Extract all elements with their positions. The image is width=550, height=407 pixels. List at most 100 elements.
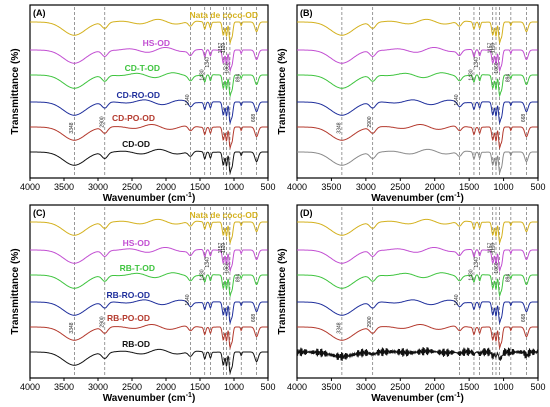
spectrum-line (297, 18, 538, 45)
peak-label: 894 (236, 74, 242, 83)
peak-label: 668 (521, 114, 527, 123)
series-label: RB-OD (122, 339, 150, 349)
peak-label: 1110 (221, 243, 227, 254)
peak-label: 1157 (487, 242, 493, 253)
peak-label: 1157 (487, 42, 493, 53)
plot-frame (296, 204, 539, 379)
x-tick-label: 4000 (20, 382, 40, 392)
series-label: RB-RO-OD (107, 290, 150, 300)
peak-label: 2900 (367, 316, 373, 327)
peak-label: 3348 (336, 122, 342, 133)
peak-label: 1347 (205, 256, 211, 267)
peak-label: 1640 (454, 294, 460, 305)
series-label: CD-PO-OD (112, 113, 155, 123)
spectrum-line (297, 124, 538, 150)
peak-label: 1157 (218, 42, 224, 53)
series-label: CD-RO-OD (117, 90, 160, 100)
y-axis-title: Transmittance (%) (10, 48, 21, 134)
chart-panel-2: (B) 4000 3500 3000 2500 2000 1500 1000 500 Wavenu… (277, 4, 546, 204)
peak-label: 1430 (199, 69, 205, 80)
x-axis-title: Wavenumber (cm-1) (371, 392, 464, 404)
peak-label: 668 (521, 314, 527, 323)
spectrum-line (297, 99, 538, 125)
peak-label: 1060 (224, 62, 230, 73)
x-tick-label: 500 (260, 182, 275, 192)
peak-label: 1110 (490, 43, 496, 54)
y-axis-title: Transmittance (%) (277, 248, 288, 334)
x-tick-label: 500 (530, 382, 545, 392)
series-label: CD-T-OD (125, 63, 160, 73)
plot-frame (29, 204, 269, 379)
series-label: RB-T-OD (120, 263, 155, 273)
spectrum-line (30, 247, 268, 273)
spectrum-line (30, 324, 268, 350)
x-axis-title: Wavenumber (cm-1) (103, 192, 196, 204)
peak-label: 1347 (205, 56, 211, 67)
spectrum-line (297, 299, 538, 325)
spectrum-line (297, 272, 538, 298)
x-tick-label: 500 (530, 182, 545, 192)
peak-label: 1640 (185, 94, 191, 105)
spectrum-line (30, 72, 268, 98)
spectrum-line (30, 218, 268, 245)
x-tick-label: 3000 (88, 382, 108, 392)
x-axis-title-end: ) (460, 393, 463, 404)
peak-label: 1060 (224, 262, 230, 273)
peak-label: 1430 (199, 269, 205, 280)
series-label: Nata de coco-OD (190, 210, 259, 220)
spectrum-line (30, 348, 268, 375)
peak-label: 2900 (99, 116, 105, 127)
x-axis-title: Wavenumber (cm-1) (371, 192, 464, 204)
x-tick-label: 500 (260, 382, 275, 392)
x-tick-label: 1000 (494, 382, 514, 392)
x-axis-title: Wavenumber (cm-1) (103, 392, 196, 404)
x-tick-label: 3000 (356, 182, 376, 192)
series-label: HS-OD (123, 238, 150, 248)
peak-label: 1640 (454, 94, 460, 105)
peak-label: 894 (505, 74, 511, 83)
x-tick-label: 1000 (494, 182, 514, 192)
peak-label: 894 (236, 274, 242, 283)
x-tick-label: 3500 (321, 382, 341, 392)
spectrum-line (297, 218, 538, 245)
x-tick-label: 4000 (287, 182, 307, 192)
y-axis-title: Transmittance (%) (277, 48, 288, 134)
series-label: RB-PO-OD (107, 313, 150, 323)
peak-label: 3348 (69, 322, 75, 333)
x-tick-label: 1000 (224, 382, 244, 392)
peak-label: 2900 (99, 316, 105, 327)
x-axis-title-superscript: -1 (186, 392, 192, 399)
spectrum-line (297, 148, 538, 175)
spectrum-line (30, 148, 268, 175)
peak-label: 1157 (218, 242, 224, 253)
x-tick-label: 4000 (20, 182, 40, 192)
x-tick-label: 1500 (459, 182, 479, 192)
peak-label: 1430 (468, 69, 474, 80)
series-label: CD-OD (122, 139, 150, 149)
x-axis-title-end: ) (192, 393, 195, 404)
x-tick-label: 2500 (390, 382, 410, 392)
x-tick-label: 2000 (425, 382, 445, 392)
x-tick-label: 2500 (390, 182, 410, 192)
y-axis-title: Transmittance (%) (10, 248, 21, 334)
x-tick-label: 1500 (459, 382, 479, 392)
panel-label: (A) (33, 8, 46, 18)
x-tick-label: 1000 (224, 182, 244, 192)
x-tick-label: 3500 (54, 382, 74, 392)
spectrum-line (297, 324, 538, 350)
spectrum-line (30, 18, 268, 45)
peak-label: 1060 (494, 262, 500, 273)
x-tick-label: 2000 (156, 182, 176, 192)
peak-label: 1430 (468, 269, 474, 280)
x-tick-label: 3000 (356, 382, 376, 392)
peak-label: 668 (251, 314, 257, 323)
peak-label: 1110 (221, 43, 227, 54)
spectrum-line (30, 299, 268, 325)
chart-panel-4: (D) 4000 3500 3000 2500 2000 1500 1000 500 Wavenu… (277, 204, 546, 404)
peak-label: 1640 (185, 294, 191, 305)
x-tick-label: 2000 (425, 182, 445, 192)
plot-frame (296, 4, 539, 179)
peak-label: 2900 (367, 116, 373, 127)
x-tick-label: 3500 (54, 182, 74, 192)
panel-label: (B) (300, 8, 313, 18)
